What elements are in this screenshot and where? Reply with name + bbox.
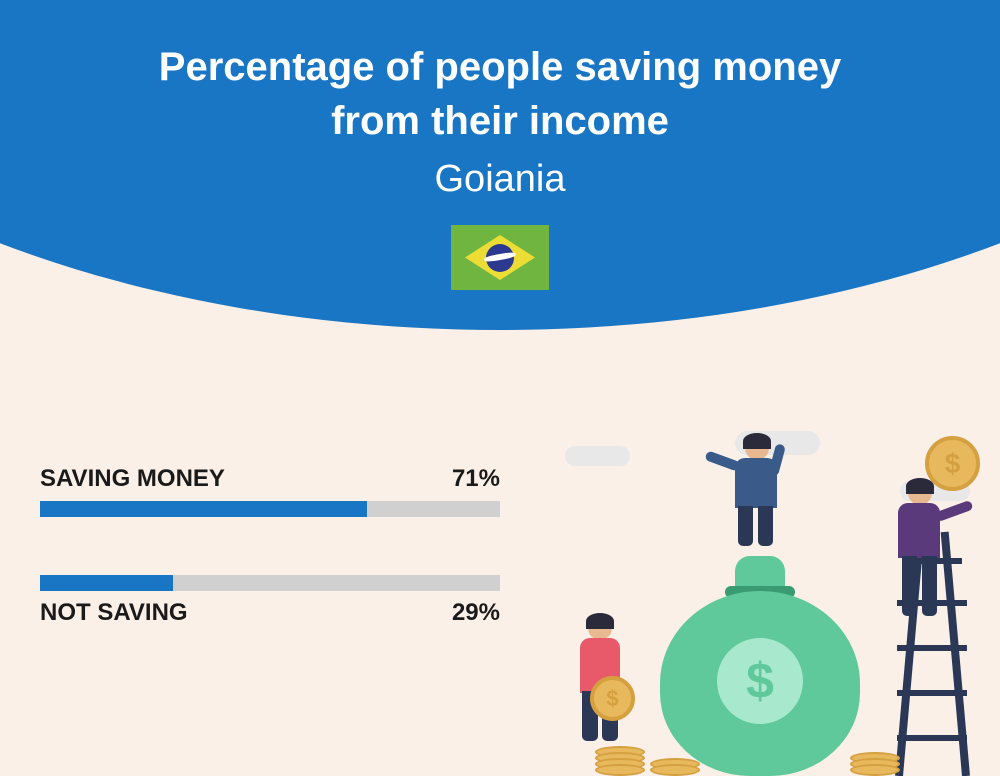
title-line2: from their income (331, 99, 669, 143)
bar-fill (40, 575, 173, 591)
bars-section: SAVING MONEY 71% NOT SAVING 29% (40, 465, 500, 685)
person-leg (902, 556, 917, 616)
coin-stack-icon (850, 758, 900, 776)
title-line1: Percentage of people saving money (159, 45, 841, 89)
money-bag-icon: $ (660, 541, 860, 776)
flag-band (484, 251, 517, 262)
title: Percentage of people saving money from t… (0, 40, 1000, 148)
bar-track (40, 575, 500, 591)
coin-flat (650, 764, 700, 776)
person-body (898, 503, 940, 558)
ladder-rung (897, 735, 967, 741)
flag-circle (486, 244, 514, 272)
bar-track (40, 501, 500, 517)
bar-value: 29% (452, 599, 500, 627)
savings-illustration: $ $ $ (555, 426, 995, 776)
brazil-flag-icon (451, 225, 549, 290)
bar-group-saving: SAVING MONEY 71% (40, 465, 500, 517)
person-arm (704, 450, 740, 471)
coin-stack-icon (650, 764, 700, 776)
bar-fill (40, 501, 367, 517)
bar-labels-bottom: NOT SAVING 29% (40, 599, 500, 627)
cloud-icon (565, 446, 630, 466)
bar-label: SAVING MONEY (40, 465, 225, 493)
person-hair (906, 478, 934, 494)
flag-diamond (465, 235, 535, 280)
person-icon (710, 426, 800, 551)
dollar-symbol: $ (746, 652, 774, 710)
bar-label: NOT SAVING (40, 599, 188, 627)
subtitle: Goiania (0, 158, 1000, 201)
bar-value: 71% (452, 465, 500, 493)
person-leg (922, 556, 937, 616)
person-hair (743, 433, 771, 449)
coin-icon: $ (925, 436, 980, 491)
coin-stack-icon (595, 752, 645, 776)
bar-labels-top: SAVING MONEY 71% (40, 465, 500, 493)
person-arm (934, 500, 973, 522)
person-leg (738, 506, 753, 546)
person-leg (758, 506, 773, 546)
ladder-rung (897, 690, 967, 696)
person-icon (890, 481, 990, 661)
coin-flat (595, 764, 645, 776)
header-content: Percentage of people saving money from t… (0, 40, 1000, 201)
person-hair (586, 613, 614, 629)
coin-flat (850, 764, 900, 776)
bar-group-notsaving: NOT SAVING 29% (40, 575, 500, 627)
coin-icon: $ (590, 676, 635, 721)
bag-dollar-circle: $ (717, 638, 803, 724)
